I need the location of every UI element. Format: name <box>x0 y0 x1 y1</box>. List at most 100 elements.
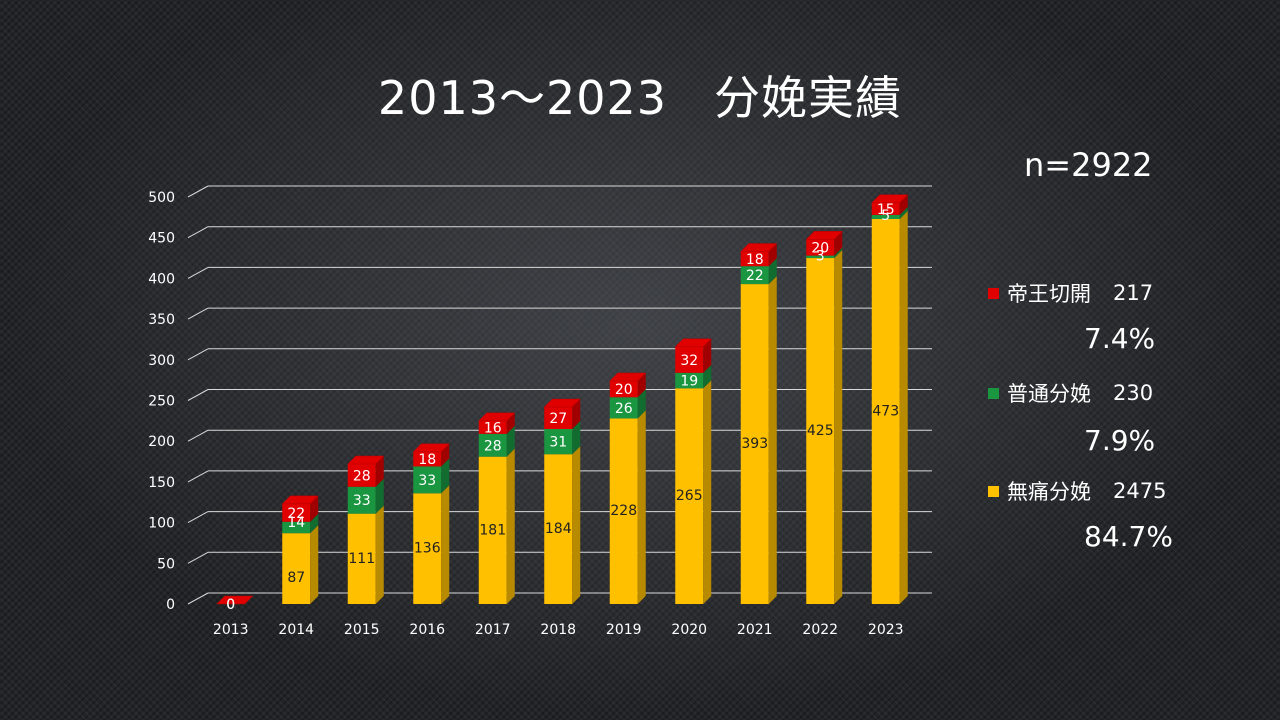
bar-side <box>703 380 712 604</box>
bar-top <box>412 443 450 453</box>
normal-swatch-icon <box>988 387 999 399</box>
bar-group: 181 28 16 <box>478 412 516 604</box>
bar-top <box>740 243 778 252</box>
cesarean-swatch-icon <box>988 287 999 299</box>
data-label: 22 <box>746 268 764 284</box>
bar-top <box>478 412 516 422</box>
bar-side <box>375 505 384 604</box>
gridline-depth <box>187 511 209 524</box>
bar-side <box>310 525 319 604</box>
legend-count: 230 <box>1113 381 1154 405</box>
data-label: 87 <box>287 570 305 586</box>
bar-segment <box>478 456 507 604</box>
legend-percent-cesarean: 7.4% <box>1084 322 1156 355</box>
bar-side <box>899 194 908 215</box>
gridline-depth <box>187 348 209 361</box>
data-label: 14 <box>287 515 305 531</box>
data-label: 26 <box>615 401 633 417</box>
y-tick-label: 50 <box>157 556 175 572</box>
data-label: 32 <box>680 353 698 369</box>
data-label: 136 <box>414 541 441 557</box>
gridline-depth <box>187 592 209 605</box>
legend-name: 普通分娩 <box>1007 382 1091 406</box>
data-label: 111 <box>348 551 375 567</box>
data-label: 181 <box>479 522 506 538</box>
x-tick-label: 2022 <box>802 622 838 638</box>
y-tick-label: 450 <box>148 231 175 247</box>
bar-side <box>572 399 581 429</box>
bar-side <box>703 338 712 373</box>
bar-segment <box>413 451 442 467</box>
x-axis-ticks: 2013 2014 2015 2016 2017 2018 2019 2020 2021 2022… <box>213 622 904 638</box>
page-title: 2013～2023 分娩実績 <box>377 71 903 125</box>
gridline-depth <box>187 185 209 198</box>
gridline-depth <box>187 389 209 401</box>
bar-segment <box>478 420 507 434</box>
bar-segment <box>544 454 573 604</box>
bar-segment <box>871 202 900 215</box>
x-tick-label: 2017 <box>475 622 511 638</box>
bar-group: 184 31 27 <box>543 398 581 604</box>
y-tick-label: 400 <box>148 271 175 287</box>
bar-side <box>310 513 319 534</box>
bar-side <box>375 455 384 487</box>
data-label: 16 <box>484 420 502 436</box>
bar-side <box>768 258 777 285</box>
bar-segment <box>806 255 835 259</box>
bar-segment <box>347 463 376 487</box>
x-tick-label: 2020 <box>671 622 707 638</box>
bar-segment <box>806 239 835 256</box>
bar-segment <box>609 397 638 419</box>
data-label: 228 <box>610 503 637 519</box>
bar-segment <box>740 266 769 285</box>
bar-top <box>281 495 319 505</box>
data-label: 19 <box>680 374 698 390</box>
y-tick-label: 300 <box>148 353 175 369</box>
bar-side <box>768 276 777 604</box>
bar-segment <box>347 486 376 514</box>
x-tick-label: 2014 <box>278 622 314 638</box>
bar-side <box>441 458 450 494</box>
data-label: 5 <box>881 208 890 224</box>
data-label: 425 <box>807 423 834 439</box>
y-tick-label: 150 <box>148 475 175 491</box>
x-tick-label: 2013 <box>213 622 249 638</box>
bar-top <box>805 231 843 240</box>
data-label: 31 <box>549 435 567 451</box>
y-tick-label: 500 <box>148 190 175 206</box>
bar-top <box>543 398 581 408</box>
bar-segment <box>413 466 442 494</box>
data-label: 27 <box>549 411 567 427</box>
data-label: 28 <box>484 438 502 454</box>
data-label: 0 <box>226 597 235 613</box>
bar-segment <box>871 214 900 219</box>
bar-top <box>216 595 254 605</box>
bar-group: 000 <box>216 595 254 613</box>
x-tick-label: 2019 <box>606 622 642 638</box>
bar-side <box>441 443 450 467</box>
data-label: 184 <box>545 521 572 537</box>
bar-group: 228 26 20 <box>609 372 647 604</box>
gridline-depth <box>187 307 209 320</box>
x-tick-label: 2018 <box>540 622 576 638</box>
bar-segment <box>609 418 638 604</box>
legend-item-cesarean: 帝王切開 217 <box>988 278 1153 308</box>
x-tick-label: 2023 <box>868 622 904 638</box>
legend-item-epidural: 無痛分娩 2475 <box>988 476 1166 506</box>
bar-side <box>834 247 843 259</box>
y-tick-label: 350 <box>148 312 175 328</box>
bar-segment <box>609 380 638 398</box>
data-label: 3 <box>816 249 825 265</box>
data-label: 15 <box>877 202 895 218</box>
bar-segment <box>675 346 704 373</box>
gridline-depth <box>187 551 209 564</box>
bar-side <box>637 410 646 604</box>
bar-segment <box>282 533 311 604</box>
y-axis-ticks: 0 50 100 150 200 250 300 350 400 450 500 <box>148 190 175 613</box>
bar-group: 425 320 <box>805 231 843 605</box>
bar-side <box>572 446 581 604</box>
y-tick-label: 100 <box>148 516 175 532</box>
bar-segment <box>675 372 704 389</box>
